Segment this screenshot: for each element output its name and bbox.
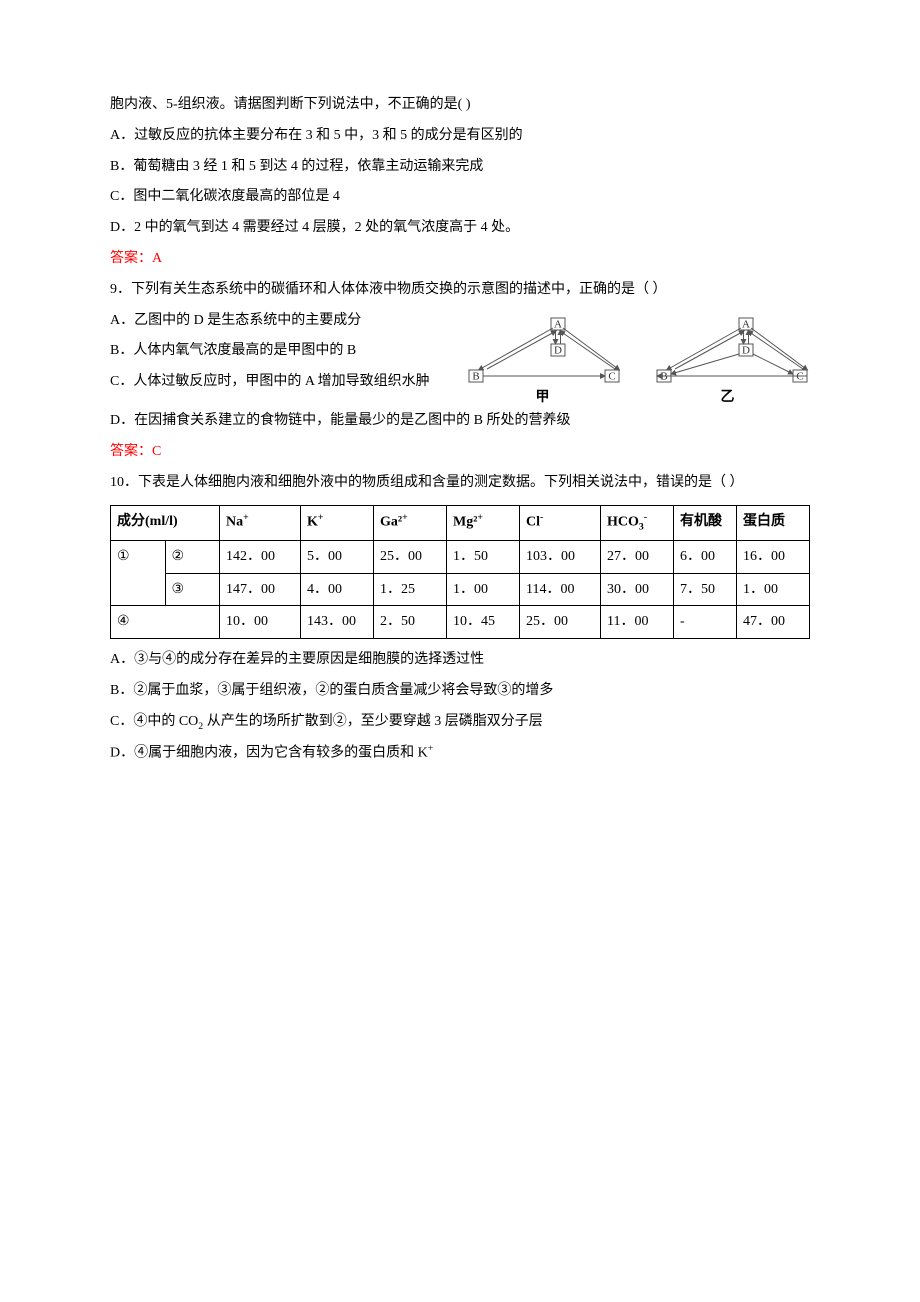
table-header-cell: HCO3- <box>601 505 674 540</box>
table-cell: 7．50 <box>674 573 737 606</box>
table-cell: 143．00 <box>301 606 374 639</box>
table-cell: 27．00 <box>601 540 674 573</box>
diagram-yi: ADBC <box>653 310 811 388</box>
table-cell: 1．25 <box>374 573 447 606</box>
diagram-jia: A D B C <box>465 310 623 388</box>
q8-option-a: A．过敏反应的抗体主要分布在 3 和 5 中，3 和 5 的成分是有区别的 <box>110 121 810 152</box>
q10-option-b: B．②属于血浆，③属于组织液，②的蛋白质含量减少将会导致③的增多 <box>110 676 810 707</box>
table-cell: 142．00 <box>220 540 301 573</box>
table-header-row: 成分(ml/l)Na+K+Ga²+Mg²+Cl-HCO3-有机酸蛋白质 <box>111 505 810 540</box>
q9-answer: 答案：C <box>110 437 810 468</box>
table-row: ④10．00143．002．5010．4525．0011．00-47．00 <box>111 606 810 639</box>
q8-option-d: D．2 中的氧气到达 4 需要经过 4 层膜，2 处的氧气浓度高于 4 处。 <box>110 213 810 244</box>
table-cell: 30．00 <box>601 573 674 606</box>
table-cell: ③ <box>165 573 220 606</box>
svg-text:D: D <box>554 344 562 356</box>
diagram-jia-caption: 甲 <box>465 390 620 407</box>
svg-text:A: A <box>554 318 562 330</box>
table-header-cell: K+ <box>301 505 374 540</box>
table-header-cell: Ga²+ <box>374 505 447 540</box>
table-cell: 10．45 <box>447 606 520 639</box>
svg-text:B: B <box>472 370 479 382</box>
table-header-cell: 成分(ml/l) <box>111 505 220 540</box>
table-cell: 147．00 <box>220 573 301 606</box>
table-cell: 4．00 <box>301 573 374 606</box>
table-cell: 5．00 <box>301 540 374 573</box>
q10-stem: 10．下表是人体细胞内液和细胞外液中的物质组成和含量的测定数据。下列相关说法中，… <box>110 468 810 499</box>
table-header-cell: Mg²+ <box>447 505 520 540</box>
table-cell: 1．00 <box>447 573 520 606</box>
svg-text:C: C <box>608 370 615 382</box>
table-cell: 1．50 <box>447 540 520 573</box>
q10-option-d: D．④属于细胞内液，因为它含有较多的蛋白质和 K+ <box>110 738 810 769</box>
q10-option-a: A．③与④的成分存在差异的主要原因是细胞膜的选择透过性 <box>110 645 810 676</box>
table-cell: 25．00 <box>520 606 601 639</box>
table-cell: 25．00 <box>374 540 447 573</box>
q9-block: ADBC ADBC 甲 乙 A．乙图中的 D 是生态系统中的主要成分 B．人体内… <box>110 306 810 407</box>
table-header-cell: 有机酸 <box>674 505 737 540</box>
table-header-cell: 蛋白质 <box>737 505 810 540</box>
table-cell: 10．00 <box>220 606 301 639</box>
table-cell: ① <box>111 540 166 606</box>
table-cell: ④ <box>111 606 220 639</box>
table-header-cell: Cl- <box>520 505 601 540</box>
svg-text:D: D <box>742 344 750 356</box>
q10-table: 成分(ml/l)Na+K+Ga²+Mg²+Cl-HCO3-有机酸蛋白质①②142… <box>110 505 810 639</box>
q9-option-d: D．在因捕食关系建立的食物链中，能量最少的是乙图中的 B 所处的营养级 <box>110 406 810 437</box>
table-row: ③147．004．001．251．00114．0030．007．501．00 <box>111 573 810 606</box>
table-cell: 11．00 <box>601 606 674 639</box>
table-cell: ② <box>165 540 220 573</box>
q8-stem: 胞内液、5-组织液。请据图判断下列说法中，不正确的是( ) <box>110 90 810 121</box>
table-cell: 2．50 <box>374 606 447 639</box>
q8-option-b: B．葡萄糖由 3 经 1 和 5 到达 4 的过程，依靠主动运输来完成 <box>110 152 810 183</box>
diagram-yi-caption: 乙 <box>650 390 805 407</box>
table-cell: 6．00 <box>674 540 737 573</box>
q9-diagrams: A D B C A D B C 甲 乙 <box>465 310 810 407</box>
q8-answer: 答案：A <box>110 244 810 275</box>
svg-text:A: A <box>742 318 750 330</box>
table-cell: - <box>674 606 737 639</box>
table-cell: 47．00 <box>737 606 810 639</box>
table-cell: 1．00 <box>737 573 810 606</box>
q9-stem: 9．下列有关生态系统中的碳循环和人体体液中物质交换的示意图的描述中，正确的是（ … <box>110 275 810 306</box>
table-cell: 103．00 <box>520 540 601 573</box>
table-row: ①②142．005．0025．001．50103．0027．006．0016．0… <box>111 540 810 573</box>
table-cell: 114．00 <box>520 573 601 606</box>
table-cell: 16．00 <box>737 540 810 573</box>
table-header-cell: Na+ <box>220 505 301 540</box>
q10-option-c: C．④中的 CO2 从产生的场所扩散到②，至少要穿越 3 层磷脂双分子层 <box>110 707 810 738</box>
q8-option-c: C．图中二氧化碳浓度最高的部位是 4 <box>110 182 810 213</box>
